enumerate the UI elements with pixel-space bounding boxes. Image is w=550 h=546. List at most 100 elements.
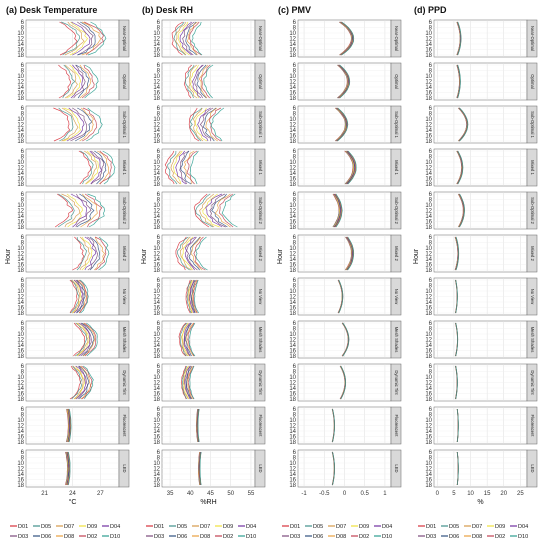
hour-tick-label: 8 [293,155,297,161]
hour-tick-label: 14 [153,214,160,220]
series-line-d06 [186,365,193,400]
series-line-d05 [70,279,80,314]
hour-tick-label: 8 [157,155,161,161]
series-line-d10 [82,365,94,400]
hour-tick-label: 18 [289,397,296,403]
hour-tick-label: 12 [153,252,160,258]
series-line-d03 [73,64,86,99]
hour-tick-label: 18 [425,440,432,446]
facet-strip-label: Dynamic Tint [258,370,263,395]
facet-strip [526,320,538,359]
hour-tick-label: 6 [157,364,161,370]
hour-tick-label: 12 [153,467,160,473]
facet-strip-label: Sub-Optimal 2 [394,197,399,224]
hour-tick-label: 16 [425,392,432,398]
series-line-d10 [98,236,110,271]
series-line-d09 [177,21,190,56]
hour-tick-label: 10 [289,375,296,381]
chart-column-4: (d) PPDNear-Optimal681012141618Optimal68… [413,5,538,540]
facet-strip-label: Mixed 1 [394,160,399,175]
hour-tick-label: 12 [153,295,160,301]
facet-strip-label: Sub-Optimal 1 [122,111,127,138]
hour-tick-label: 18 [289,268,296,274]
hour-tick-label: 14 [153,472,160,478]
series-line-d04 [66,107,85,142]
series-line-d05 [189,107,203,142]
series-line-d08 [68,408,71,443]
legend-label-d06: D06 [41,534,51,540]
legend-label-d03: D03 [426,534,436,540]
series-line-d10 [87,193,106,228]
legend-label-d02: D02 [87,534,97,540]
hour-tick-label: 16 [289,220,296,226]
y-axis-label: Hour [413,248,420,264]
hour-tick-label: 14 [289,85,296,91]
x-tick-label: 35 [167,491,174,497]
series-line-d02 [78,279,88,314]
series-line-d08 [82,322,96,357]
hour-tick-label: 6 [157,149,161,155]
facet-strip-label: Sub-Optimal 2 [122,197,127,224]
hour-tick-label: 8 [429,69,433,75]
hour-tick-label: 14 [17,128,24,134]
series-line-d08 [205,107,218,142]
legend-label-d09: D09 [359,524,369,530]
series-line-d03 [186,236,198,271]
x-tick-label: 0.5 [361,491,370,497]
hour-tick-label: 14 [425,257,432,263]
hour-tick-label: 14 [17,300,24,306]
hour-tick-label: 6 [21,321,25,327]
series-line-d05 [58,107,74,142]
hour-tick-label: 16 [425,91,432,97]
series-line-d10 [332,451,335,486]
hour-tick-label: 16 [17,177,24,183]
facet-strip [254,234,266,273]
hour-tick-label: 18 [17,53,24,59]
x-tick-label: 25 [517,491,524,497]
series-line-d02 [99,150,112,185]
series-line-d01 [180,365,187,400]
hour-tick-label: 14 [425,171,432,177]
hour-tick-label: 16 [153,220,160,226]
hour-tick-label: 12 [17,295,24,301]
x-tick-label: 0 [436,491,440,497]
legend-label-d09: D09 [495,524,505,530]
series-line-d10 [459,193,465,228]
hour-tick-label: 18 [289,311,296,317]
hour-tick-label: 16 [153,177,160,183]
facet-strip [254,19,266,58]
legend-label-d08: D08 [472,534,482,540]
series-line-d01 [78,150,92,185]
hour-tick-label: 8 [293,112,297,118]
chart-title: (a) Desk Temperature [6,5,97,15]
hour-tick-label: 14 [153,171,160,177]
facet-strip-label: Mesh Shades [122,327,127,353]
legend-label-d07: D07 [200,524,210,530]
legend-label-d07: D07 [64,524,74,530]
hour-tick-label: 12 [17,252,24,258]
series-line-d03 [77,365,89,400]
facet-strip [254,363,266,402]
hour-tick-label: 16 [289,263,296,269]
hour-tick-label: 8 [293,241,297,247]
hour-tick-label: 12 [153,166,160,172]
legend-label-d05: D05 [41,524,51,530]
hour-tick-label: 8 [21,327,25,333]
hour-tick-label: 6 [293,321,297,327]
series-line-d10 [347,236,355,271]
hour-tick-label: 18 [289,139,296,145]
hour-tick-label: 8 [21,69,25,75]
x-tick-label: 50 [227,491,234,497]
facet-strip-label: Optimal [122,74,127,88]
facet-strip [526,19,538,58]
hour-tick-label: 18 [425,354,432,360]
hour-tick-label: 16 [17,91,24,97]
facet-strip [390,62,402,101]
hour-tick-label: 10 [153,289,160,295]
